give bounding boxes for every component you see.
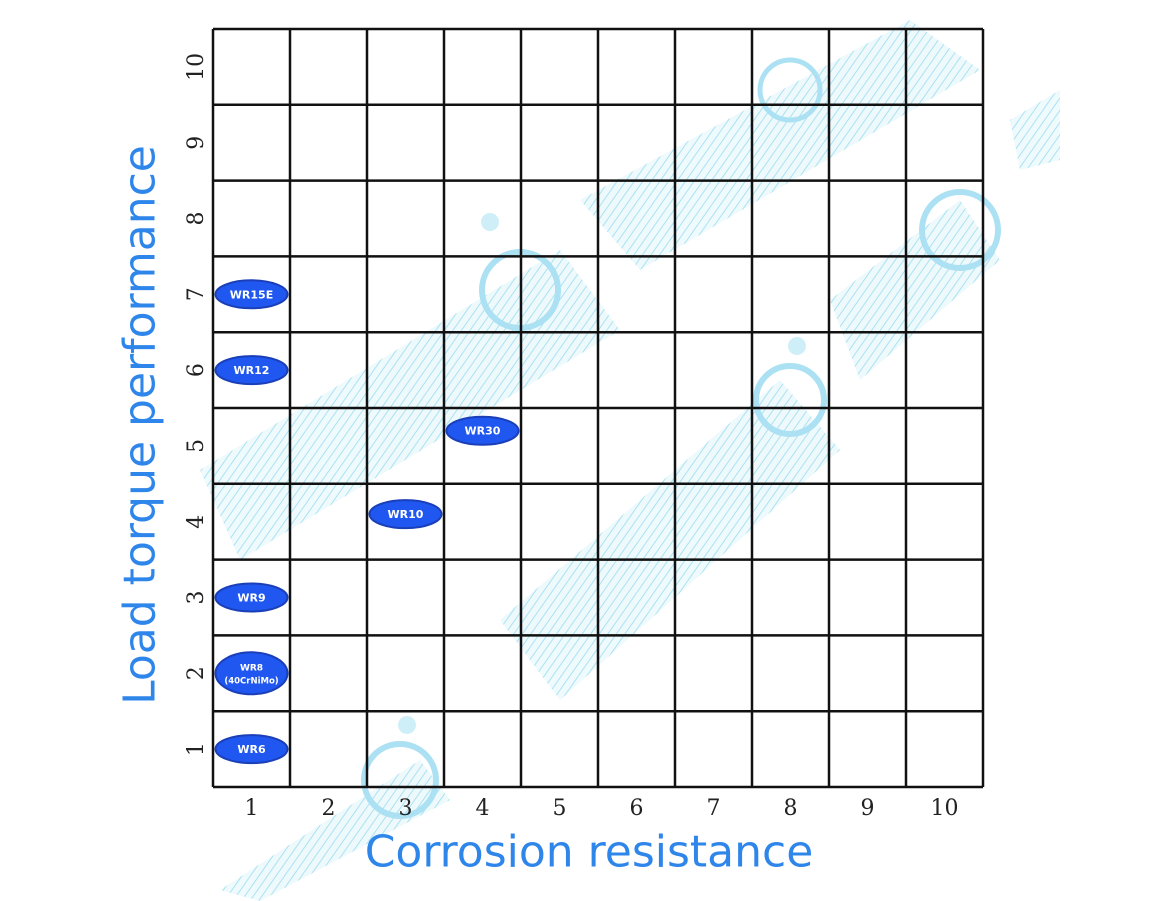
data-point-label: WR30	[465, 425, 501, 438]
data-point-marker	[214, 582, 289, 613]
y-tick-label: 5	[184, 439, 209, 453]
data-point-wr9: WR9	[214, 582, 289, 613]
x-tick-label: 7	[707, 796, 721, 821]
data-points: WR15E WR12 WR30 WR10 WR9 WR8 (40CrNiMo) WR6	[214, 279, 520, 765]
data-point-marker	[214, 734, 289, 765]
data-point-wr10: WR10	[368, 499, 443, 530]
data-point-label: WR12	[234, 364, 270, 377]
data-point-marker	[214, 651, 289, 696]
data-point-label: WR15E	[230, 288, 273, 301]
data-point-wr15e: WR15E	[214, 279, 289, 310]
data-point-label: WR9	[237, 592, 265, 605]
data-point-wr30: WR30	[445, 415, 520, 446]
data-point-marker	[368, 499, 443, 530]
x-axis-label: Corrosion resistance	[364, 826, 814, 878]
y-tick-label: 1	[184, 742, 209, 756]
data-point-wr6: WR6	[214, 734, 289, 765]
grid	[211, 27, 985, 789]
y-tick-label: 2	[184, 666, 209, 680]
x-tick-label: 3	[399, 796, 413, 821]
x-tick-label: 4	[476, 796, 490, 821]
data-point-label: WR6	[237, 743, 266, 756]
y-tick-label: 3	[184, 591, 209, 605]
y-tick-label: 8	[184, 212, 209, 226]
data-point-wr12: WR12	[214, 355, 289, 386]
data-point-wr8: WR8 (40CrNiMo)	[214, 651, 289, 696]
y-tick-label: 4	[184, 515, 209, 529]
x-axis-ticks: 1 2 3 4 5 6 7 8 9 10	[245, 796, 959, 821]
y-tick-label: 7	[184, 287, 209, 301]
y-axis-ticks: 1 2 3 4 5 6 7 8 9 10	[184, 53, 209, 756]
data-point-label: WR8	[240, 663, 263, 673]
x-tick-label: 2	[322, 796, 336, 821]
y-tick-label: 6	[184, 363, 209, 377]
data-point-label: WR10	[388, 508, 424, 521]
y-tick-label: 10	[184, 53, 209, 81]
data-point-marker	[214, 279, 289, 310]
data-point-marker	[214, 355, 289, 386]
data-point-sublabel: (40CrNiMo)	[224, 676, 278, 686]
x-tick-label: 10	[931, 796, 959, 821]
x-tick-label: 1	[245, 796, 259, 821]
x-tick-label: 9	[861, 796, 875, 821]
x-tick-label: 5	[553, 796, 567, 821]
x-tick-label: 6	[630, 796, 644, 821]
y-axis-label: Load torque performance	[114, 145, 166, 705]
x-tick-label: 8	[784, 796, 798, 821]
data-point-marker	[445, 415, 520, 446]
y-tick-label: 9	[184, 136, 209, 150]
